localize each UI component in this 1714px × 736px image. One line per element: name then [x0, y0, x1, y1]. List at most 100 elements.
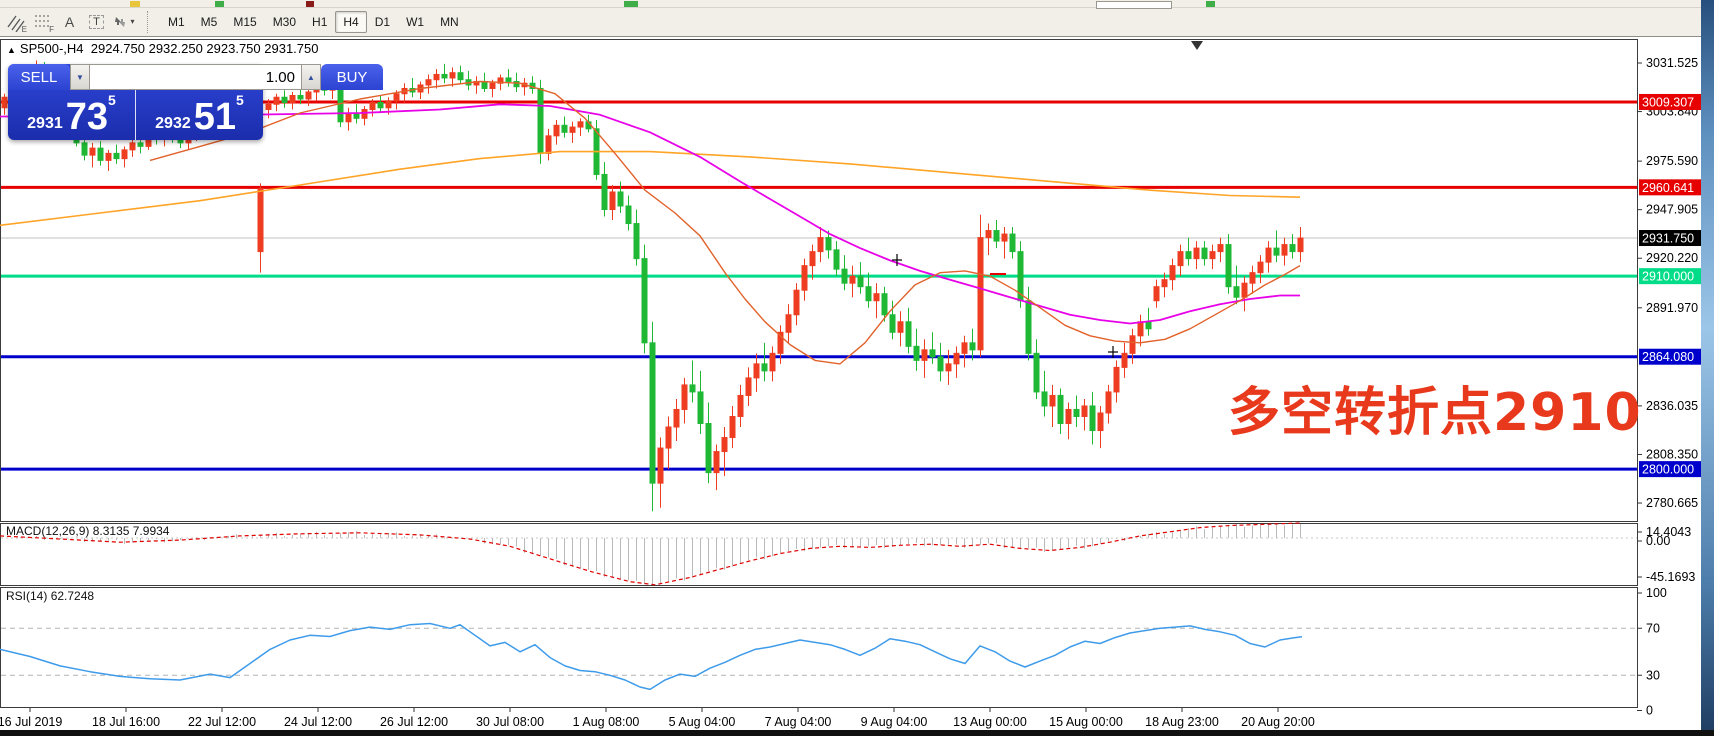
tab-timeframe-M5[interactable]: M5: [200, 14, 218, 29]
tab-timeframe-M30[interactable]: M30: [272, 14, 297, 29]
price-tick-label: 2836.035: [1646, 399, 1698, 413]
volume-increase-button[interactable]: ▲: [301, 64, 321, 90]
candle: [1177, 251, 1184, 267]
candle: [1129, 335, 1136, 354]
tab-timeframe-MN[interactable]: MN: [440, 14, 459, 29]
tab-timeframe-H1[interactable]: H1: [312, 14, 328, 29]
candle: [1145, 321, 1152, 330]
candle: [721, 437, 728, 453]
candle: [345, 112, 352, 123]
date-tick-label: 20 Aug 20:00: [1241, 715, 1315, 729]
tab-timeframe-W1[interactable]: W1: [406, 14, 425, 29]
candle: [617, 191, 624, 207]
candle: [1097, 412, 1104, 432]
candle: [1065, 408, 1072, 425]
candle: [1089, 405, 1096, 432]
candle: [657, 447, 664, 484]
text-label-icon[interactable]: T: [83, 10, 110, 34]
toolbar-fragment: [1096, 1, 1172, 9]
candle: [1049, 394, 1056, 407]
price-badge: [1639, 461, 1702, 478]
candle: [921, 349, 928, 361]
candle: [385, 100, 392, 109]
candle: [561, 124, 568, 133]
tab-timeframe-D1[interactable]: D1: [374, 14, 391, 29]
candle: [513, 80, 520, 88]
candle: [625, 205, 632, 225]
price-badge-label: 2910.000: [1642, 270, 1694, 284]
candle: [1033, 352, 1040, 393]
candle: [1281, 244, 1288, 256]
candle: [745, 377, 752, 396]
price-badge: [1639, 179, 1702, 196]
date-tick-label: 15 Aug 00:00: [1049, 715, 1123, 729]
candle: [705, 423, 712, 474]
volume-input[interactable]: [90, 64, 301, 90]
candle: [537, 87, 544, 154]
toolbar-top-strip: [0, 0, 1714, 9]
candle: [833, 249, 840, 270]
candle: [1161, 279, 1168, 288]
candle: [681, 384, 688, 410]
collapse-arrow-icon[interactable]: ▲: [7, 45, 16, 55]
candle: [577, 121, 584, 128]
volume-decrease-button[interactable]: ▼: [70, 64, 90, 90]
candle: [841, 268, 848, 284]
candle: [1153, 286, 1160, 302]
candle: [1297, 237, 1304, 253]
chart-shift-marker[interactable]: [1191, 41, 1203, 50]
candle: [1265, 247, 1272, 263]
text-icon[interactable]: A: [64, 13, 75, 30]
price-tick-label: 2975.590: [1646, 154, 1698, 168]
fibonacci-icon[interactable]: F: [29, 10, 56, 34]
candle: [1, 96, 8, 109]
candle: [97, 147, 104, 161]
rsi-line: [0, 622, 1303, 691]
toolbar-fragment: [1206, 1, 1215, 7]
candle: [569, 126, 576, 133]
date-tick-label: 9 Aug 04:00: [861, 715, 928, 729]
equidistant-channel-icon[interactable]: E: [2, 10, 29, 34]
date-tick-label: 13 Aug 00:00: [953, 715, 1027, 729]
candle: [281, 96, 288, 104]
candle: [433, 73, 440, 81]
candle: [945, 363, 952, 372]
candle: [361, 109, 368, 119]
candle: [1169, 265, 1176, 281]
candle: [393, 93, 400, 102]
candle: [873, 293, 880, 302]
ohlc-values: 2924.750 2932.250 2923.750 2931.750: [90, 41, 319, 56]
slow-ma-orange: [0, 150, 1301, 227]
candle: [553, 124, 560, 137]
candle: [985, 230, 992, 239]
candle: [905, 321, 912, 347]
price-tick-label: 3031.525: [1646, 56, 1698, 70]
candle: [129, 142, 136, 151]
arrows-icon[interactable]: ▾: [110, 10, 137, 34]
date-tick-label: 1 Aug 08:00: [573, 715, 640, 729]
macd-scale-label: 14.4043: [1646, 525, 1691, 539]
timeframe-buttons: M1 M5 M15 M30 H1 H4 D1 W1 MN: [160, 10, 467, 33]
sell-button[interactable]: SELL: [8, 64, 70, 90]
candle: [457, 72, 464, 81]
price-tick-label: 2947.905: [1646, 203, 1698, 217]
candle: [913, 345, 920, 361]
tab-timeframe-M15[interactable]: M15: [233, 14, 257, 29]
candle: [673, 408, 680, 428]
buy-button[interactable]: BUY: [321, 64, 383, 90]
fast-ma-red: [149, 80, 1301, 365]
sell-price-display[interactable]: 2931 73 5: [8, 90, 136, 140]
price-badge: [1639, 93, 1702, 110]
candle: [441, 73, 448, 79]
toolbar-fragment: [215, 1, 224, 7]
buy-price-display[interactable]: 2932 51 5: [155, 92, 244, 138]
chart-canvas[interactable]: 3031.5253003.8402975.5902947.9052920.220…: [0, 37, 1714, 736]
rsi-scale-label: 100: [1646, 586, 1667, 600]
price-tick-label: 2780.665: [1646, 496, 1698, 510]
price-badge: [1639, 268, 1702, 285]
date-tick-label: 22 Jul 12:00: [188, 715, 256, 729]
tab-timeframe-H4[interactable]: H4: [335, 10, 367, 33]
candle: [825, 237, 832, 251]
tab-timeframe-M1[interactable]: M1: [168, 14, 185, 29]
macd-scale-label: -45.1693: [1646, 570, 1695, 584]
